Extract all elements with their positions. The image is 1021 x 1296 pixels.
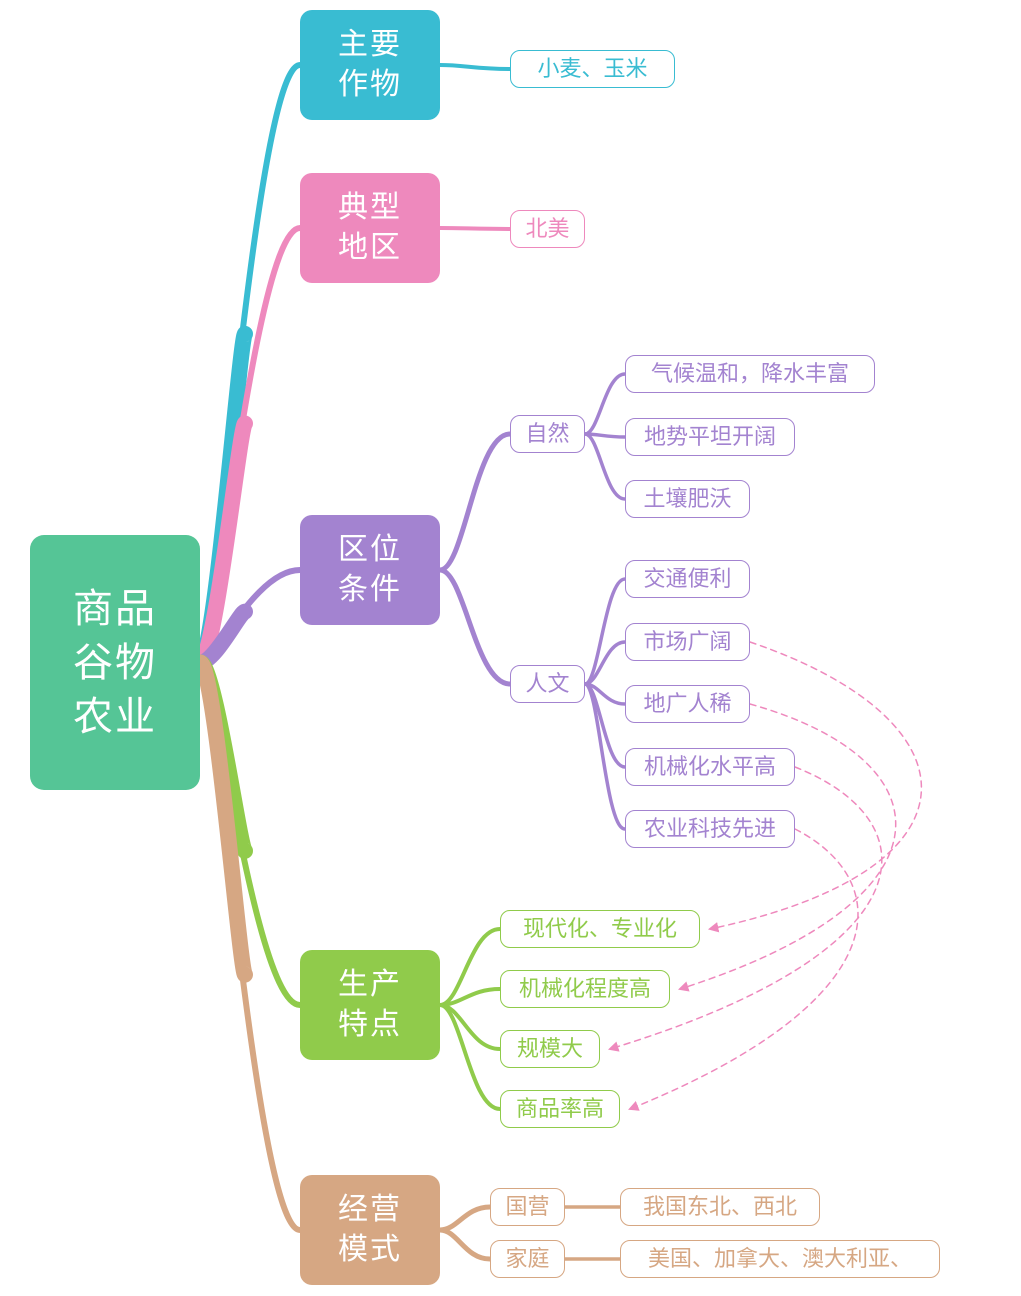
branch-region: 典型 地区 <box>300 173 440 283</box>
branch-crops: 主要 作物 <box>300 10 440 120</box>
subgroup-node: 自然 <box>510 415 585 453</box>
subgroup-node: 家庭 <box>490 1240 565 1278</box>
leaf-node: 美国、加拿大、澳大利亚、 <box>620 1240 940 1278</box>
leaf-node: 小麦、玉米 <box>510 50 675 88</box>
leaf-node: 市场广阔 <box>625 623 750 661</box>
leaf-node: 规模大 <box>500 1030 600 1068</box>
leaf-node: 机械化水平高 <box>625 748 795 786</box>
leaf-node: 交通便利 <box>625 560 750 598</box>
branch-features: 生产 特点 <box>300 950 440 1060</box>
leaf-node: 商品率高 <box>500 1090 620 1128</box>
leaf-node: 土壤肥沃 <box>625 480 750 518</box>
mindmap-stage: 商品 谷物 农业 主要 作物 小麦、玉米典型 地区 北美区位 条件 自然 气候温和，降水丰… <box>0 0 1021 1296</box>
leaf-node: 北美 <box>510 210 585 248</box>
leaf-node: 我国东北、西北 <box>620 1188 820 1226</box>
leaf-node: 机械化程度高 <box>500 970 670 1008</box>
leaf-node: 地势平坦开阔 <box>625 418 795 456</box>
branch-location: 区位 条件 <box>300 515 440 625</box>
subgroup-node: 人文 <box>510 665 585 703</box>
leaf-node: 气候温和，降水丰富 <box>625 355 875 393</box>
subgroup-node: 国营 <box>490 1188 565 1226</box>
leaf-node: 地广人稀 <box>625 685 750 723</box>
leaf-node: 现代化、专业化 <box>500 910 700 948</box>
leaf-node: 农业科技先进 <box>625 810 795 848</box>
root-node: 商品 谷物 农业 <box>30 535 200 790</box>
branch-mode: 经营 模式 <box>300 1175 440 1285</box>
